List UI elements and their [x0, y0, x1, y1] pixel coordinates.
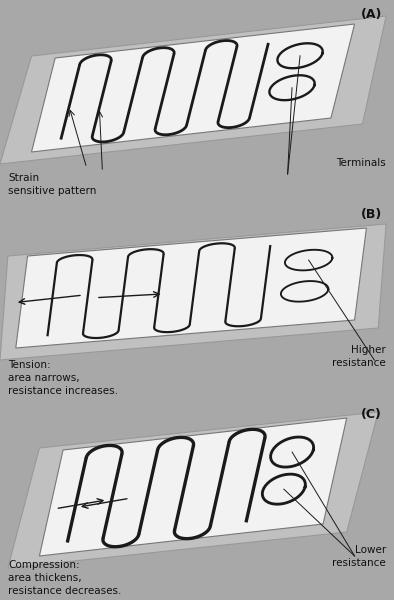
Polygon shape: [32, 24, 355, 152]
Polygon shape: [269, 75, 315, 100]
Polygon shape: [16, 228, 366, 348]
Polygon shape: [0, 16, 386, 164]
Text: Tension:
area narrows,
resistance increases.: Tension: area narrows, resistance increa…: [8, 361, 118, 396]
Text: Terminals: Terminals: [336, 158, 386, 168]
Polygon shape: [285, 250, 333, 271]
Text: (A): (A): [361, 8, 382, 21]
Text: Lower
resistance: Lower resistance: [333, 545, 386, 568]
Polygon shape: [0, 224, 386, 360]
Text: Compression:
area thickens,
resistance decreases.: Compression: area thickens, resistance d…: [8, 560, 121, 596]
Polygon shape: [277, 43, 323, 68]
Polygon shape: [39, 418, 347, 556]
Text: Higher
resistance: Higher resistance: [333, 345, 386, 368]
Polygon shape: [8, 412, 378, 568]
Text: (C): (C): [361, 408, 382, 421]
Text: (B): (B): [361, 208, 382, 221]
Text: Strain
sensitive pattern: Strain sensitive pattern: [8, 173, 96, 196]
Polygon shape: [281, 281, 328, 302]
Polygon shape: [262, 474, 305, 504]
Polygon shape: [271, 437, 314, 467]
